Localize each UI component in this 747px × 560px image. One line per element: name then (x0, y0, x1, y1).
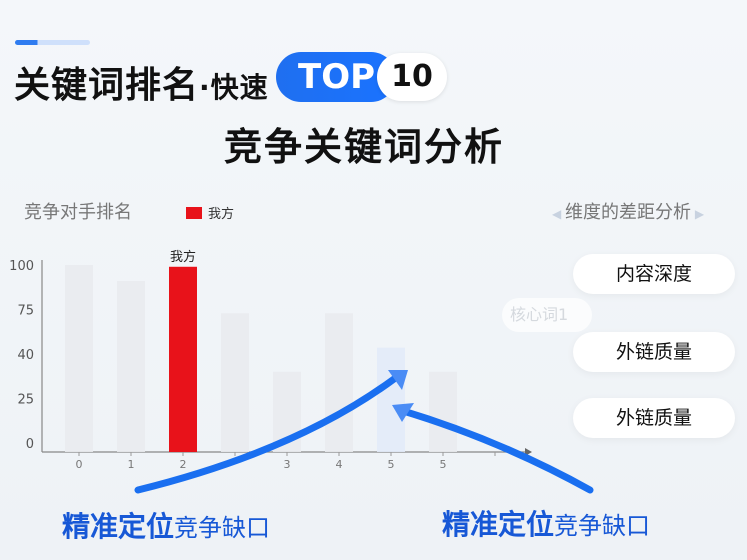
chart-title: 竞争对手排名 (24, 202, 132, 223)
y-tick-label: 75 (17, 304, 34, 319)
arrow-right-icon[interactable]: ▶ (691, 207, 705, 221)
y-tick-label: 100 (9, 259, 34, 274)
core-keyword-tag: 核心词1 (502, 298, 592, 332)
arrow-left-icon[interactable]: ◀ (552, 207, 566, 221)
y-tick-label: 25 (17, 393, 34, 408)
top-number-badge: 10 (377, 53, 447, 101)
legend-swatch (186, 206, 202, 219)
curved-arrow-right (396, 406, 594, 494)
chart-legend: 我方 (186, 203, 234, 222)
arrow-head-icon (392, 403, 414, 422)
x-tick-label: 3 (284, 458, 291, 471)
caption-left: 精准定位竞争缺口 (62, 505, 270, 545)
title-sub: ·快速 (199, 71, 269, 104)
bar-data-label: 我方 (170, 249, 196, 265)
x-tick-label: 2 (180, 458, 187, 471)
bar (377, 347, 405, 452)
x-tick-label: 0 (76, 458, 83, 471)
bar (221, 313, 249, 452)
bar (169, 266, 197, 452)
arrow-head-icon (388, 370, 408, 390)
caption-right-bold: 精准定位 (442, 508, 555, 541)
top-badge: TOP (276, 52, 396, 102)
x-tick-label: 1 (128, 458, 135, 471)
dimension-title: ◀ 维度的差距分析 ▶ (552, 198, 704, 224)
bar (117, 281, 145, 452)
x-tick-label: 5 (440, 458, 447, 471)
bar (65, 265, 93, 452)
caption-left-normal: 竞争缺口 (174, 514, 271, 542)
dimension-item[interactable]: 外链质量 (573, 332, 735, 372)
x-axis-arrow (525, 448, 532, 456)
x-tick-label: 4 (336, 458, 343, 471)
caption-left-bold: 精准定位 (62, 510, 175, 543)
subtitle: 竞争关键词分析 (224, 125, 505, 169)
caption-right-normal: 竞争缺口 (554, 512, 651, 540)
dimension-item[interactable]: 外链质量 (573, 398, 735, 438)
y-tick-label: 40 (17, 348, 34, 363)
dimension-item[interactable]: 内容深度 (573, 254, 735, 294)
title-main: 关键词排名 (14, 65, 200, 106)
y-tick-label: 0 (26, 437, 34, 452)
bar (325, 313, 353, 452)
x-tick-label: 5 (388, 458, 395, 471)
legend-label: 我方 (208, 207, 235, 222)
caption-right: 精准定位竞争缺口 (442, 503, 650, 543)
dimension-title-text: 维度的差距分析 (565, 202, 692, 223)
bar-chart: 0 25 40 75 100 0 1 2 3 4 5 5 我方 (9, 249, 594, 494)
curved-arrow-left (134, 372, 402, 494)
main-title: 关键词排名·快速 (14, 56, 269, 108)
accent-line (15, 40, 90, 45)
bar (429, 371, 457, 452)
